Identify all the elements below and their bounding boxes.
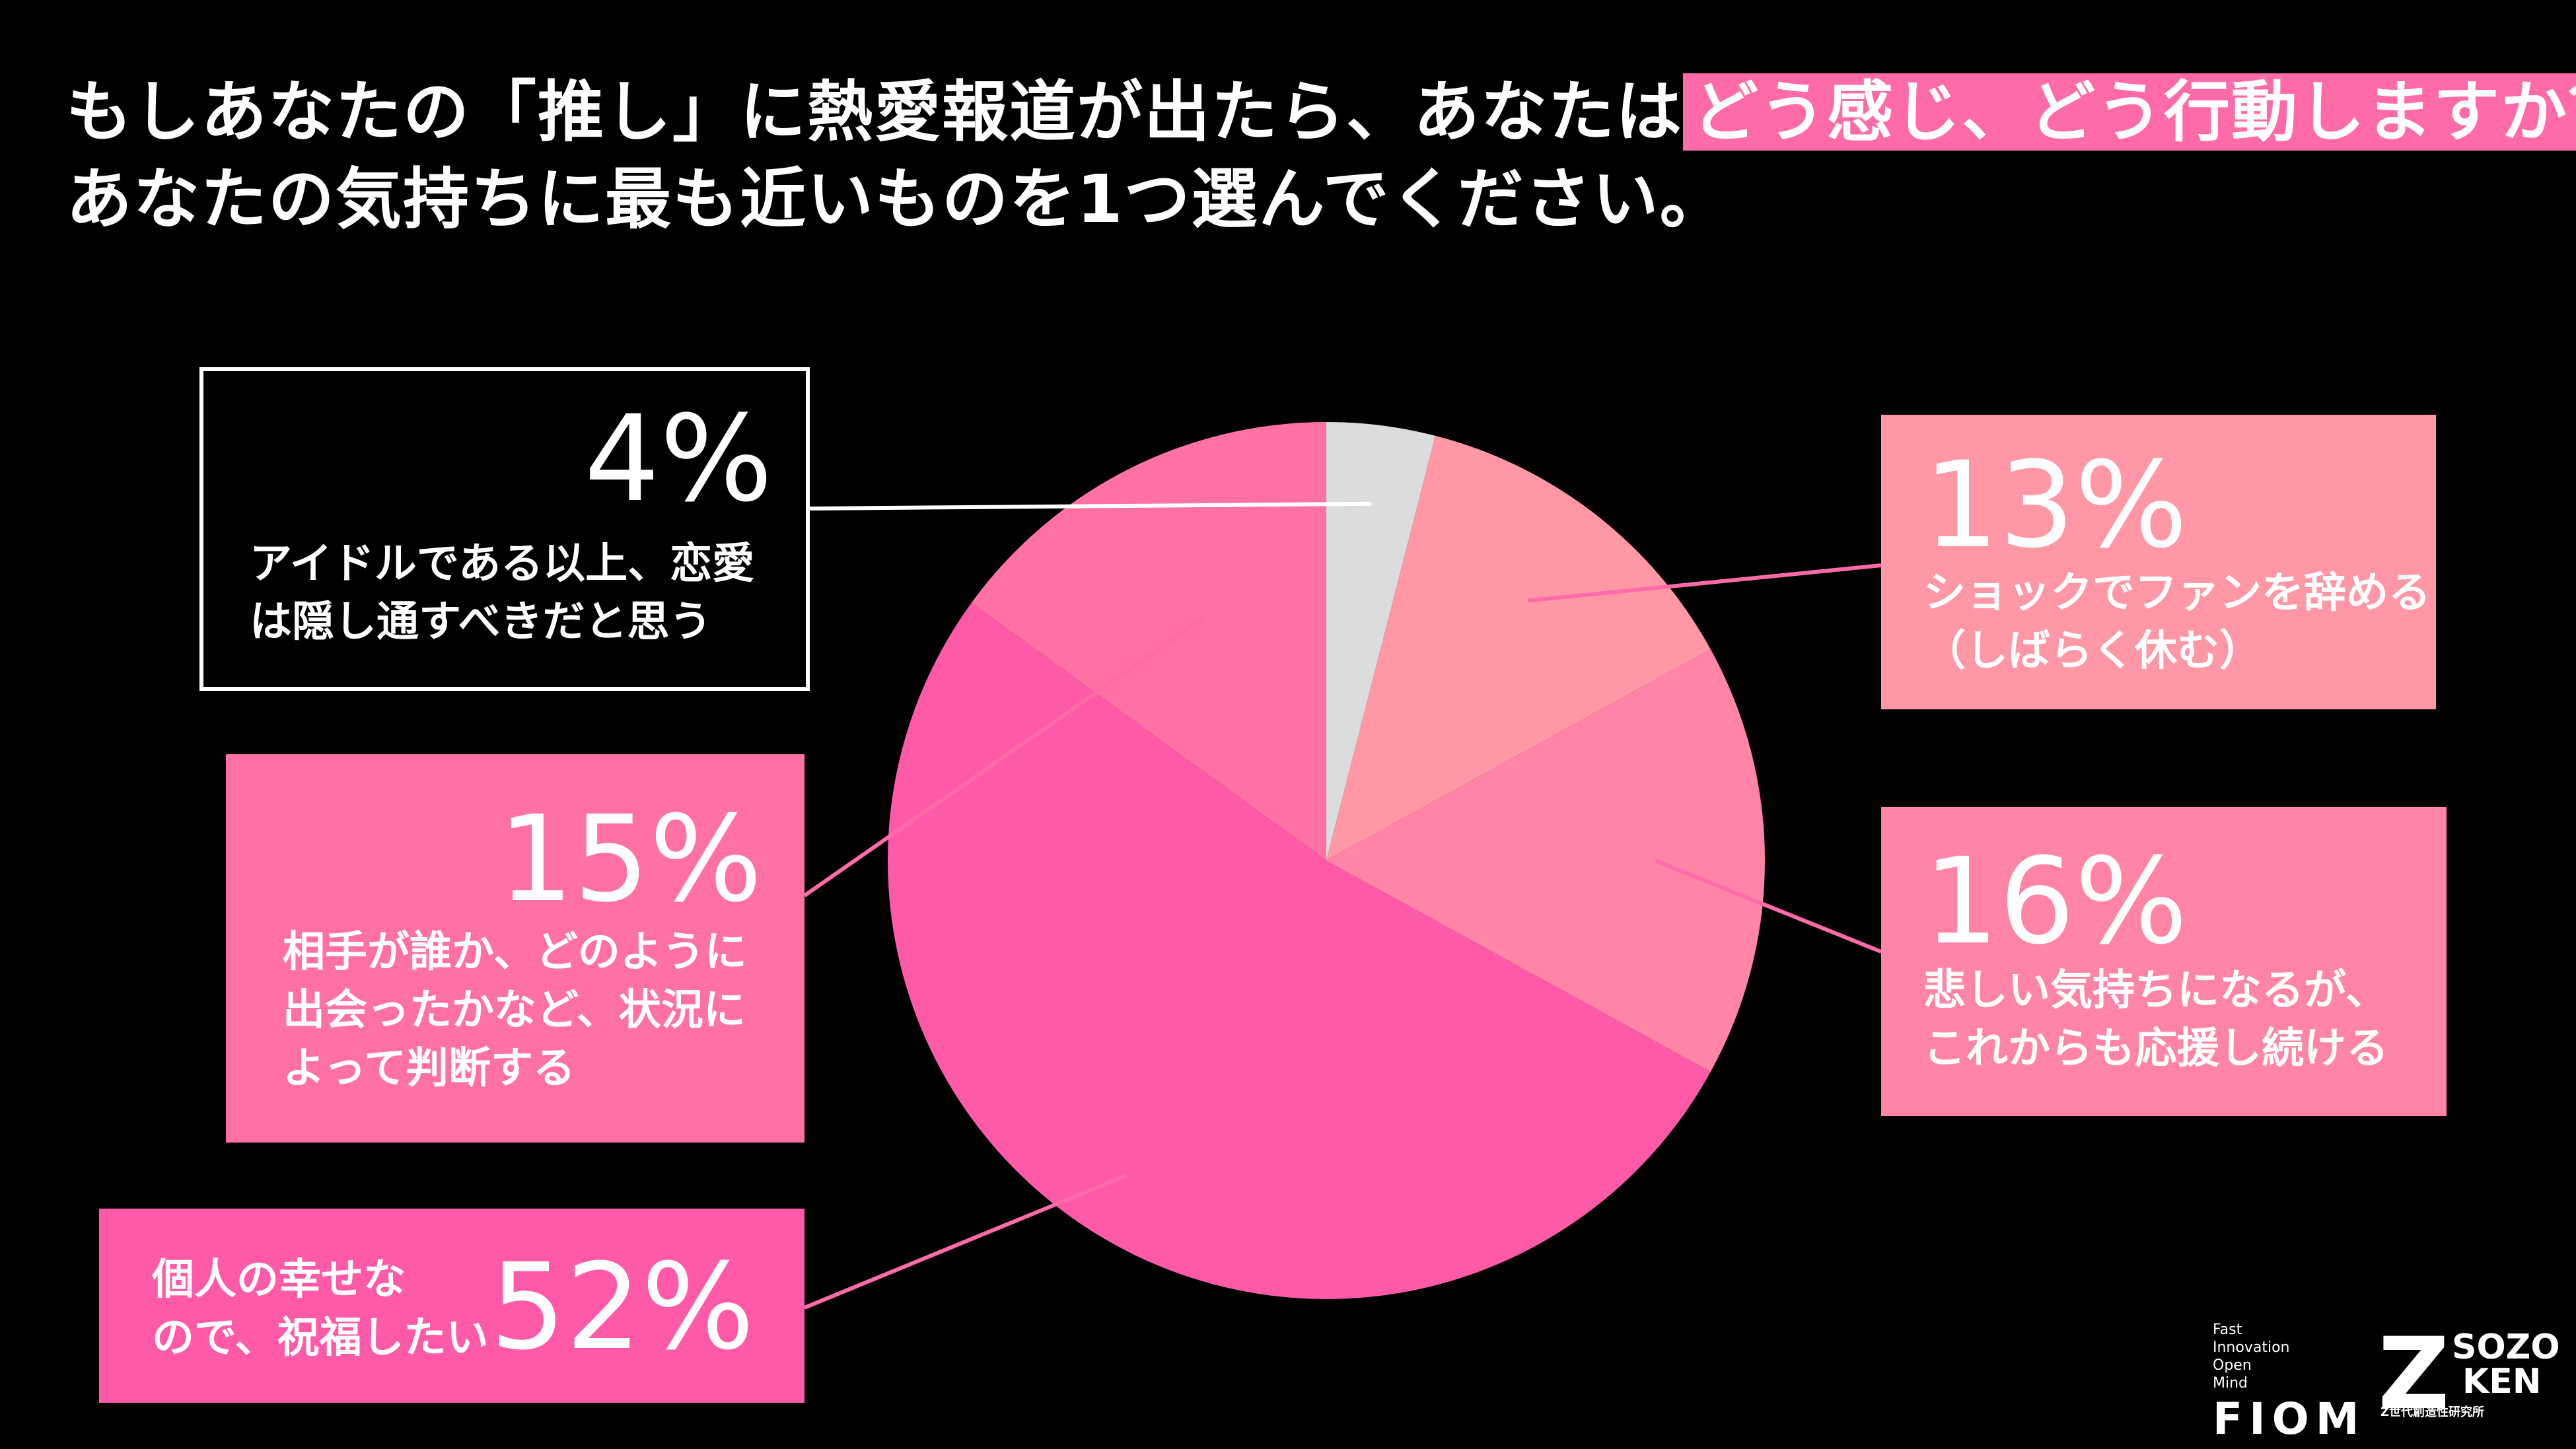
fiom-logo-line: Fast xyxy=(2213,1322,2242,1338)
connector-line-slice-1 xyxy=(809,501,1372,511)
title-highlight: どう感じ、どう行動しますか？ xyxy=(1683,73,2576,151)
slice-2-description-line-2: （しばらく休む） xyxy=(1923,627,2262,676)
slice-2-percent-label: 13% xyxy=(1923,437,2188,575)
label-box-slice-1: 4% アイドルである以上、恋愛 は隠し通すべきだと思う xyxy=(199,367,810,691)
connector-line-slice-5 xyxy=(803,616,1204,898)
fiom-logo-word: FIOM xyxy=(2213,1394,2366,1444)
slice-5-description-line-2: 出会ったかなど、状況に xyxy=(283,986,746,1035)
fiom-logo: Fast Innovation Open Mind FIOM xyxy=(2213,1321,2365,1441)
slice-1-description: アイドルである以上、恋愛 は隠し通すべきだと思う xyxy=(250,535,754,651)
fiom-logo-line: Innovation xyxy=(2213,1339,2290,1356)
slice-4-percent-label: 52% xyxy=(489,1238,754,1376)
pie-slice-4 xyxy=(888,602,1711,1299)
slice-5-description: 相手が誰か、どのように 出会ったかなど、状況に よって判断する xyxy=(283,923,747,1098)
connector-line-slice-2 xyxy=(1527,563,1882,603)
fiom-logo-line: Mind xyxy=(2213,1375,2248,1392)
pie-slice-5 xyxy=(971,422,1326,861)
slice-4-description-line-1: 個人の幸せな xyxy=(152,1255,406,1304)
slice-3-description: 悲しい気持ちになるが、 これからも応援し続ける xyxy=(1923,962,2388,1078)
label-box-slice-3: 16% 悲しい気持ちになるが、 これからも応援し続ける xyxy=(1881,807,2447,1116)
slice-3-description-line-2: これからも応援し続ける xyxy=(1923,1024,2388,1073)
page-title-line-1: もしあなたの「推し」に熱愛報道が出たら、あなたは どう感じ、どう行動しますか？ xyxy=(66,66,2576,159)
slice-5-description-line-1: 相手が誰か、どのように xyxy=(283,928,747,977)
slice-1-description-line-2: は隠し通すべきだと思う xyxy=(250,598,712,647)
pie-slice-2 xyxy=(1326,435,1711,861)
label-box-slice-2: 13% ショックでファンを辞める （しばらく休む） xyxy=(1881,415,2436,709)
slice-3-percent-label: 16% xyxy=(1923,833,2188,971)
slice-5-description-line-3: よって判断する xyxy=(283,1044,575,1093)
slice-4-description: 個人の幸せな ので、祝福したい xyxy=(152,1251,488,1367)
sozoken-logo-mark: Z xyxy=(2378,1317,2450,1432)
slice-2-description: ショックでファンを辞める （しばらく休む） xyxy=(1923,564,2431,680)
slice-4-description-line-2: ので、祝福したい xyxy=(152,1314,489,1362)
fiom-logo-lines: Fast Innovation Open Mind xyxy=(2213,1321,2365,1392)
slice-2-description-line-1: ショックでファンを辞める xyxy=(1923,569,2431,618)
page-title-line-2: あなたの気持ちに最も近いものを1つ選んでください。 xyxy=(66,160,1727,238)
slice-3-description-line-1: 悲しい気持ちになるが、 xyxy=(1923,966,2388,1015)
label-box-slice-5: 15% 相手が誰か、どのように 出会ったかなど、状況に よって判断する xyxy=(226,754,805,1143)
slice-5-percent-label: 15% xyxy=(497,791,762,929)
slice-1-description-line-1: アイドルである以上、恋愛 xyxy=(250,540,755,588)
sozoken-logo-top: SOZO xyxy=(2452,1327,2560,1367)
sozoken-logo: Z SOZO KEN Z世代創造性研究所 xyxy=(2378,1317,2560,1432)
connector-line-slice-3 xyxy=(1654,859,1882,954)
sozoken-logo-bottom: KEN xyxy=(2462,1362,2542,1401)
pie-slice-3 xyxy=(1326,649,1765,1072)
connector-line-slice-4 xyxy=(803,1173,1127,1310)
slice-1-percent-label: 4% xyxy=(584,390,773,528)
pie-slice-1 xyxy=(1326,422,1436,861)
label-box-slice-4: 52% 個人の幸せな ので、祝福したい xyxy=(99,1209,805,1403)
title-text: もしあなたの「推し」に熱愛報道が出たら、あなたは xyxy=(66,73,1683,151)
fiom-logo-line: Open xyxy=(2213,1357,2252,1374)
sozoken-logo-sub: Z世代創造性研究所 xyxy=(2380,1405,2485,1419)
